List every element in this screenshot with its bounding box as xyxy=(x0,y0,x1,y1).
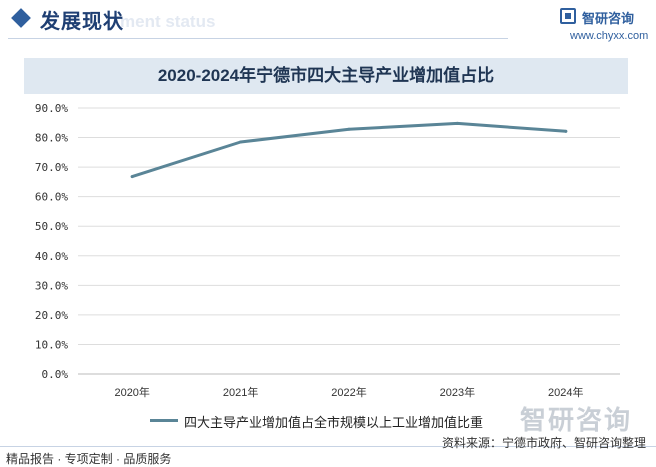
chart-title-bar: 2020-2024年宁德市四大主导产业增加值占比 xyxy=(24,58,628,94)
y-tick-label: 80.0% xyxy=(35,132,68,145)
y-tick-label: 10.0% xyxy=(35,338,68,351)
y-axis-ticks: 0.0% 10.0% 20.0% 30.0% 40.0% 50.0% 60.0% 70.0% 8… xyxy=(35,102,68,381)
section-ghost-text: ment status xyxy=(120,12,216,31)
x-tick-label: 2020年 xyxy=(114,385,149,399)
page-header: ment status 发展现状 智研咨询 www.chyxx.com xyxy=(0,0,656,44)
data-point xyxy=(130,175,134,179)
grid-lines xyxy=(78,107,620,375)
legend-line-swatch xyxy=(150,419,178,422)
brand-watermark: 智研咨询 xyxy=(520,405,633,435)
y-tick-label: 40.0% xyxy=(35,250,68,263)
y-tick-label: 90.0% xyxy=(35,102,68,115)
legend-label: 四大主导产业增加值占全市规模以上工业增加值比重 xyxy=(184,415,484,430)
x-tick-label: 2021年 xyxy=(223,385,258,399)
y-tick-label: 20.0% xyxy=(35,309,68,322)
source-note: 资料来源：宁德市政府、智研咨询整理 xyxy=(441,436,646,450)
page-footer: 精品报告 · 专项定制 · 品质服务 资料来源：宁德市政府、智研咨询整理 xyxy=(0,436,656,466)
header-divider xyxy=(8,38,508,39)
data-point xyxy=(564,129,568,133)
brand-logo-icon xyxy=(560,8,576,24)
series-lines xyxy=(130,121,568,179)
brand-name: 智研咨询 xyxy=(582,11,635,26)
footer-tagline: 精品报告 · 专项定制 · 品质服务 xyxy=(6,452,172,466)
y-tick-label: 50.0% xyxy=(35,220,68,233)
x-tick-label: 2023年 xyxy=(440,385,475,399)
x-tick-label: 2024年 xyxy=(548,385,583,399)
x-tick-label: 2022年 xyxy=(331,385,366,399)
y-tick-label: 30.0% xyxy=(35,279,68,292)
y-tick-label: 70.0% xyxy=(35,161,68,174)
footer-divider xyxy=(0,446,656,447)
series-line xyxy=(130,121,568,179)
y-tick-label: 60.0% xyxy=(35,191,68,204)
chart-title: 2020-2024年宁德市四大主导产业增加值占比 xyxy=(157,66,495,85)
data-point xyxy=(455,121,459,125)
brand-url: www.chyxx.com xyxy=(570,30,649,42)
data-point xyxy=(347,127,351,131)
x-axis-categories: 2020年 2021年 2022年 2023年 2024年 xyxy=(114,385,583,399)
data-point xyxy=(239,140,243,144)
section-title: 发展现状 xyxy=(40,11,124,33)
y-tick-label: 0.0% xyxy=(42,368,69,381)
